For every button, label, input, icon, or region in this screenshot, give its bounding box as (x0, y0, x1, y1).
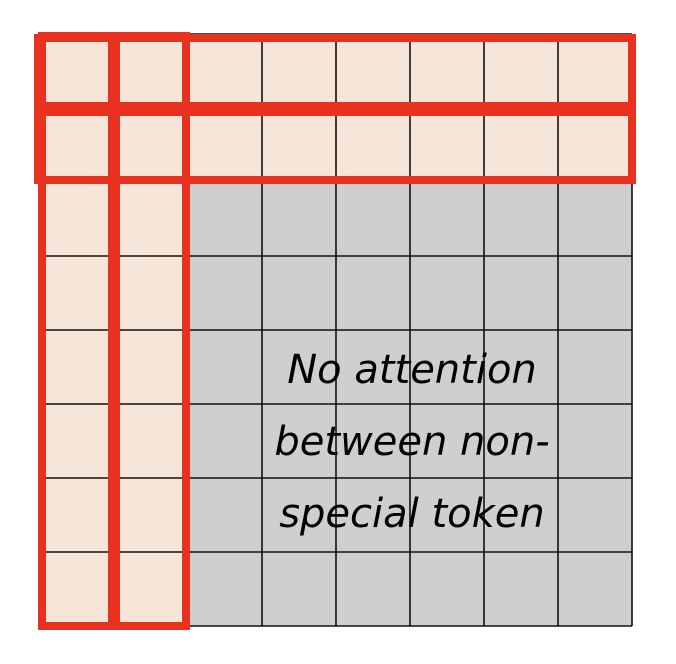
special-token-cell (40, 404, 114, 478)
special-token-cell (40, 330, 114, 404)
special-token-cell (40, 478, 114, 552)
masked-cell (558, 182, 632, 256)
masked-cell (484, 478, 558, 552)
special-column-highlight (112, 32, 190, 630)
special-token-cell (40, 182, 114, 256)
masked-cell (410, 404, 484, 478)
caption-line-1: No attention (287, 347, 537, 393)
special-token-cell (114, 182, 188, 256)
masked-cell (558, 404, 632, 478)
masked-cell (484, 404, 558, 478)
masked-cell (188, 478, 262, 552)
special-token-cell (114, 552, 188, 626)
no-attention-caption: No attention between non- special token (190, 334, 634, 550)
special-token-cell (40, 108, 114, 182)
masked-cell (188, 256, 262, 330)
masked-cell (484, 256, 558, 330)
caption-line-3: special token (279, 491, 545, 537)
mask-cells (40, 34, 632, 626)
masked-cell (558, 478, 632, 552)
masked-cell (410, 478, 484, 552)
special-token-cell (40, 256, 114, 330)
masked-cell (262, 330, 336, 404)
special-token-cell (410, 108, 484, 182)
special-token-highlights (34, 32, 636, 630)
masked-cell (336, 182, 410, 256)
special-token-cell (114, 330, 188, 404)
special-token-cell (40, 34, 114, 108)
masked-cell (558, 256, 632, 330)
masked-cell (262, 478, 336, 552)
masked-cell (410, 552, 484, 626)
special-token-cell (410, 34, 484, 108)
special-token-cell (40, 552, 114, 626)
special-token-cell (336, 34, 410, 108)
masked-cell (188, 182, 262, 256)
masked-cell (188, 330, 262, 404)
special-token-cell (262, 108, 336, 182)
special-token-cell (262, 34, 336, 108)
masked-cell (262, 404, 336, 478)
special-token-cell (484, 34, 558, 108)
masked-cell (484, 330, 558, 404)
special-token-cell (114, 478, 188, 552)
caption-line-2: between non- (274, 419, 550, 465)
masked-cell (336, 256, 410, 330)
masked-cell (262, 552, 336, 626)
special-token-cell (114, 34, 188, 108)
masked-cell (410, 330, 484, 404)
masked-cell (188, 404, 262, 478)
special-token-cell (188, 108, 262, 182)
special-token-cell (484, 108, 558, 182)
masked-cell (336, 330, 410, 404)
special-token-cell (188, 34, 262, 108)
special-token-cell (114, 404, 188, 478)
masked-cell (336, 404, 410, 478)
masked-cell (484, 552, 558, 626)
special-token-cell (336, 108, 410, 182)
masked-cell (410, 182, 484, 256)
masked-cell (262, 182, 336, 256)
special-token-cell (114, 256, 188, 330)
masked-cell (558, 330, 632, 404)
masked-cell (336, 552, 410, 626)
special-token-cell (558, 34, 632, 108)
masked-cell (336, 478, 410, 552)
special-token-cell (558, 108, 632, 182)
special-token-cell (114, 108, 188, 182)
masked-cell (558, 552, 632, 626)
masked-cell (262, 256, 336, 330)
masked-cell (484, 182, 558, 256)
masked-cell (410, 256, 484, 330)
masked-cell (188, 552, 262, 626)
